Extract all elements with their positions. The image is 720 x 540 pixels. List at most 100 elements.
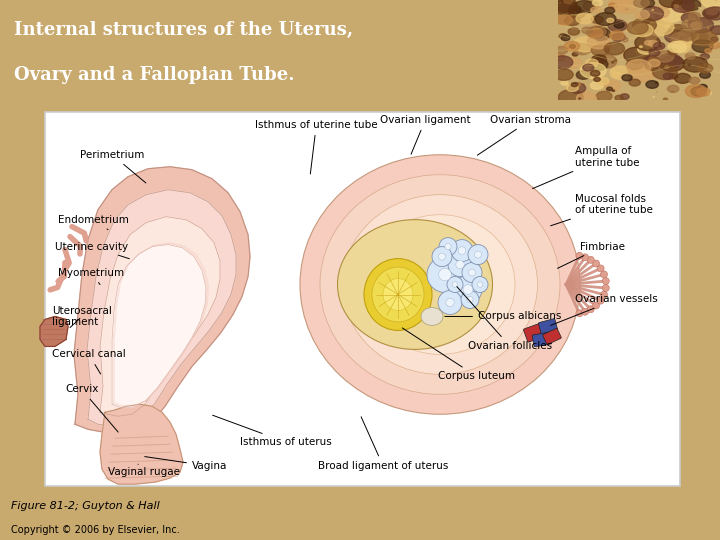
Circle shape bbox=[585, 59, 598, 67]
Circle shape bbox=[597, 297, 604, 304]
Circle shape bbox=[629, 79, 640, 86]
Circle shape bbox=[668, 42, 686, 52]
Circle shape bbox=[592, 55, 606, 64]
FancyBboxPatch shape bbox=[523, 323, 546, 342]
Ellipse shape bbox=[372, 267, 424, 322]
Circle shape bbox=[649, 19, 674, 35]
Text: Myometrium: Myometrium bbox=[58, 267, 124, 285]
Circle shape bbox=[668, 49, 678, 55]
Circle shape bbox=[629, 66, 654, 82]
Circle shape bbox=[608, 20, 626, 31]
Text: Vagina: Vagina bbox=[145, 457, 228, 471]
Circle shape bbox=[698, 64, 713, 73]
Ellipse shape bbox=[387, 234, 492, 334]
Circle shape bbox=[682, 18, 703, 31]
Circle shape bbox=[597, 77, 609, 85]
Circle shape bbox=[595, 55, 617, 68]
Circle shape bbox=[612, 90, 615, 91]
Circle shape bbox=[561, 35, 570, 40]
Text: Ovarian vessels: Ovarian vessels bbox=[551, 294, 658, 326]
Circle shape bbox=[672, 0, 696, 13]
Ellipse shape bbox=[383, 279, 413, 310]
Circle shape bbox=[672, 0, 693, 12]
Circle shape bbox=[635, 10, 649, 19]
Circle shape bbox=[577, 84, 580, 86]
Circle shape bbox=[462, 262, 482, 282]
Circle shape bbox=[602, 285, 609, 292]
Circle shape bbox=[706, 91, 711, 94]
Circle shape bbox=[636, 46, 654, 57]
Bar bbox=[45, 112, 680, 486]
Circle shape bbox=[572, 52, 578, 56]
Circle shape bbox=[678, 29, 693, 38]
Circle shape bbox=[612, 33, 625, 42]
Circle shape bbox=[591, 16, 603, 23]
Circle shape bbox=[612, 72, 620, 77]
Polygon shape bbox=[100, 217, 220, 416]
Circle shape bbox=[468, 245, 488, 265]
Circle shape bbox=[614, 59, 617, 61]
Circle shape bbox=[665, 66, 669, 69]
Circle shape bbox=[560, 36, 569, 41]
Circle shape bbox=[588, 26, 607, 39]
Circle shape bbox=[596, 31, 604, 36]
Circle shape bbox=[574, 1, 595, 14]
Polygon shape bbox=[40, 316, 68, 346]
Circle shape bbox=[448, 253, 472, 276]
Circle shape bbox=[696, 87, 710, 96]
Circle shape bbox=[690, 22, 701, 29]
Circle shape bbox=[663, 98, 667, 100]
Polygon shape bbox=[74, 167, 250, 434]
Circle shape bbox=[582, 254, 588, 261]
Circle shape bbox=[602, 278, 609, 285]
Circle shape bbox=[660, 56, 685, 71]
Circle shape bbox=[660, 0, 683, 8]
Circle shape bbox=[595, 12, 616, 25]
Circle shape bbox=[554, 69, 573, 80]
Circle shape bbox=[692, 39, 713, 52]
Circle shape bbox=[685, 53, 696, 59]
Circle shape bbox=[587, 26, 606, 38]
Circle shape bbox=[552, 56, 573, 69]
Circle shape bbox=[715, 0, 716, 1]
Circle shape bbox=[597, 265, 604, 272]
Circle shape bbox=[587, 28, 603, 38]
Circle shape bbox=[596, 91, 612, 101]
Circle shape bbox=[615, 96, 624, 100]
Circle shape bbox=[639, 46, 642, 48]
Text: Uterine cavity: Uterine cavity bbox=[55, 241, 130, 259]
Text: Fimbriae: Fimbriae bbox=[557, 241, 625, 268]
Circle shape bbox=[643, 56, 660, 66]
Circle shape bbox=[665, 25, 670, 28]
Circle shape bbox=[579, 98, 580, 99]
Circle shape bbox=[620, 94, 629, 99]
Text: Ovarian follicles: Ovarian follicles bbox=[457, 287, 552, 352]
Circle shape bbox=[626, 59, 643, 70]
Circle shape bbox=[626, 59, 651, 75]
Circle shape bbox=[706, 8, 718, 15]
Circle shape bbox=[439, 238, 457, 255]
Circle shape bbox=[625, 9, 628, 10]
Circle shape bbox=[606, 87, 613, 91]
Circle shape bbox=[680, 37, 683, 39]
Circle shape bbox=[611, 66, 631, 79]
Text: Uterosacral
ligament: Uterosacral ligament bbox=[52, 306, 112, 328]
FancyBboxPatch shape bbox=[539, 319, 557, 334]
Circle shape bbox=[698, 8, 701, 9]
Circle shape bbox=[582, 64, 594, 71]
Circle shape bbox=[568, 28, 580, 35]
Circle shape bbox=[672, 41, 690, 52]
Circle shape bbox=[669, 25, 687, 36]
Circle shape bbox=[564, 42, 580, 51]
Circle shape bbox=[706, 40, 716, 46]
Circle shape bbox=[451, 240, 473, 261]
Circle shape bbox=[452, 282, 458, 287]
Circle shape bbox=[654, 43, 665, 50]
Circle shape bbox=[550, 13, 568, 24]
Circle shape bbox=[568, 6, 581, 14]
Circle shape bbox=[432, 247, 452, 267]
Circle shape bbox=[588, 306, 594, 313]
Circle shape bbox=[589, 28, 611, 40]
Circle shape bbox=[553, 0, 577, 15]
Circle shape bbox=[445, 244, 451, 249]
